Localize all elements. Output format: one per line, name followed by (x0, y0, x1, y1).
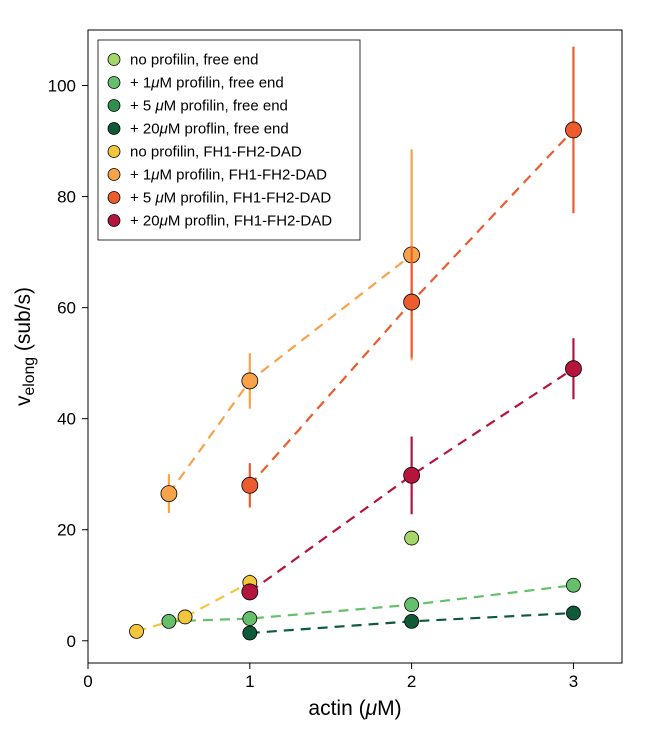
legend-label: + 1μM profilin, free end (130, 75, 284, 92)
x-axis-label: actin (μM) (308, 697, 401, 720)
legend-label: + 5 μM profilin, free end (130, 98, 288, 115)
legend-label: no profilin, free end (130, 52, 258, 69)
legend-marker (108, 192, 120, 204)
y-tick-label: 20 (57, 521, 76, 540)
data-point-s6 (242, 477, 258, 493)
legend-marker (108, 215, 120, 227)
y-tick-label: 100 (48, 77, 76, 96)
chart-svg: 0123020406080100actin (μM)velong (sub/s)… (0, 0, 662, 749)
y-tick-label: 0 (67, 632, 76, 651)
data-point-s1 (566, 578, 580, 592)
y-tick-label: 60 (57, 299, 76, 318)
x-tick-label: 0 (83, 672, 92, 691)
data-point-s3 (405, 614, 419, 628)
data-point-s3 (243, 626, 257, 640)
data-point-s5 (161, 486, 177, 502)
legend-label: + 20μM proflin, free end (130, 121, 289, 138)
legend-marker (108, 54, 120, 66)
data-point-s7 (565, 361, 581, 377)
data-point-s3 (566, 606, 580, 620)
legend-label: no profilin, FH1-FH2-DAD (130, 144, 302, 161)
legend-label: + 1μM profilin, FH1-FH2-DAD (130, 167, 327, 184)
data-point-s4 (178, 610, 192, 624)
legend-label: + 5 μM profilin, FH1-FH2-DAD (130, 190, 331, 207)
x-tick-label: 1 (245, 672, 254, 691)
chart-container: 0123020406080100actin (μM)velong (sub/s)… (0, 0, 662, 749)
data-point-s4 (130, 624, 144, 638)
data-point-s5 (242, 373, 258, 389)
legend-marker (108, 77, 120, 89)
legend-marker (108, 169, 120, 181)
legend-marker (108, 123, 120, 135)
data-point-s1 (405, 598, 419, 612)
data-point-s7 (404, 467, 420, 483)
data-point-s6 (404, 294, 420, 310)
x-tick-label: 3 (569, 672, 578, 691)
data-point-s7 (242, 584, 258, 600)
legend-label: + 20μM proflin, FH1-FH2-DAD (130, 213, 332, 230)
data-point-s0 (405, 531, 419, 545)
legend-box (98, 40, 360, 240)
legend-marker (108, 100, 120, 112)
y-tick-label: 40 (57, 410, 76, 429)
data-point-s6 (565, 122, 581, 138)
data-point-s1 (243, 612, 257, 626)
data-point-s1 (162, 614, 176, 628)
legend-marker (108, 146, 120, 158)
x-tick-label: 2 (407, 672, 416, 691)
y-tick-label: 80 (57, 188, 76, 207)
